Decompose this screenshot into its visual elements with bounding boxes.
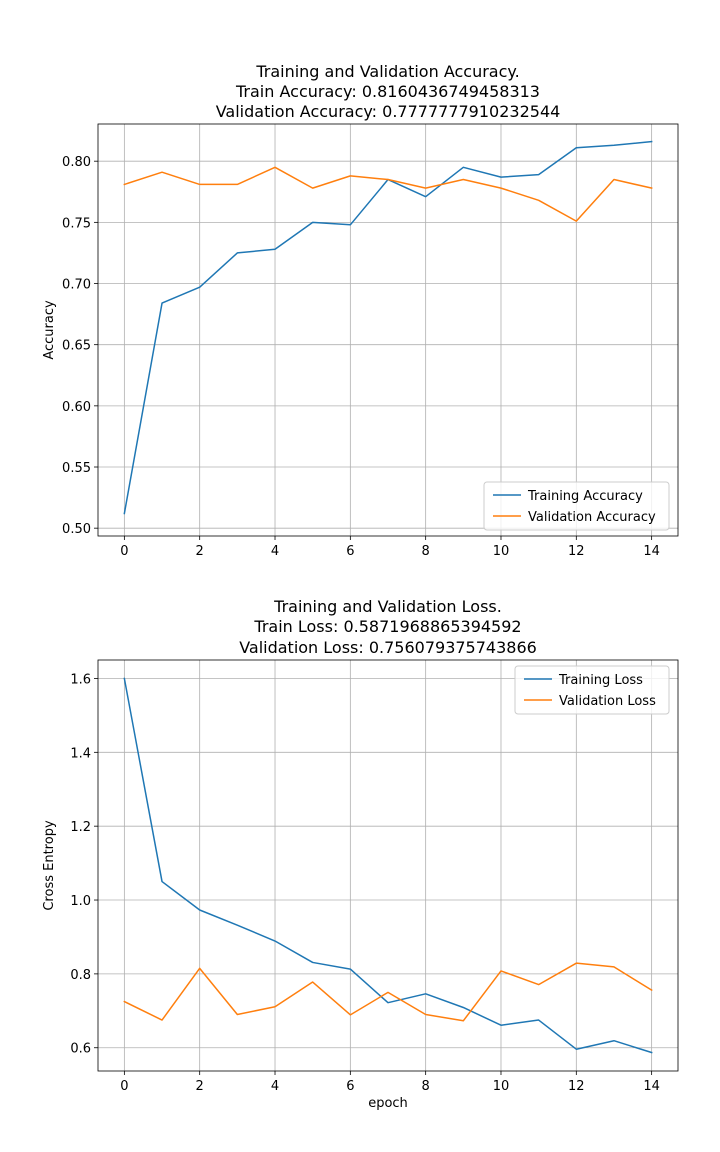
x-tick-label: 10 [493, 1079, 510, 1094]
x-tick-label: 2 [196, 544, 204, 559]
y-tick-label: 0.50 [62, 522, 91, 537]
y-tick-label: 1.2 [70, 820, 91, 835]
x-tick-label: 8 [422, 544, 430, 559]
x-tick-label: 14 [643, 544, 660, 559]
x-axis-label: epoch [368, 1096, 408, 1111]
y-tick-label: 0.65 [62, 339, 91, 354]
legend-box [514, 665, 670, 715]
chart-title-line: Validation Accuracy: 0.7777777910232544 [216, 102, 561, 121]
x-tick-label: 10 [493, 544, 510, 559]
legend: Training Accuracy Validation Accuracy [483, 481, 670, 531]
x-tick-label: 0 [120, 544, 128, 559]
loss-chart: 0 2 4 6 8 10 12 14 0.6 0.8 1.0 1.2 1.4 1.6 Cross Entro… [42, 597, 679, 1111]
x-tick-label: 4 [271, 1079, 279, 1094]
x-tick-label: 6 [346, 1079, 354, 1094]
chart-title-line: Training and Validation Loss. [273, 597, 502, 616]
y-tick-label: 0.70 [62, 278, 91, 293]
legend: Training Loss Validation Loss [514, 665, 670, 715]
legend-label: Training Loss [558, 673, 643, 688]
x-tick-label: 8 [422, 1079, 430, 1094]
y-axis-label: Cross Entropy [42, 820, 57, 911]
y-tick-label: 1.4 [70, 746, 91, 761]
y-tick-label: 0.8 [70, 968, 91, 983]
y-tick-label: 0.6 [70, 1042, 91, 1057]
legend-label: Validation Accuracy [528, 510, 656, 525]
y-tick-label: 0.80 [62, 155, 91, 170]
x-tick-label: 12 [568, 1079, 585, 1094]
x-tick-label: 4 [271, 544, 279, 559]
chart-title-line: Train Loss: 0.5871968865394592 [253, 617, 521, 636]
axes-frame [97, 123, 679, 537]
legend-label: Training Accuracy [527, 489, 643, 504]
axes-frame [97, 659, 679, 1072]
y-tick-label: 0.60 [62, 400, 91, 415]
x-tick-label: 14 [643, 1079, 660, 1094]
legend-label: Validation Loss [559, 694, 656, 709]
x-tick-label: 0 [120, 1079, 128, 1094]
y-tick-label: 1.0 [70, 894, 91, 909]
series-line-training [123, 677, 653, 1054]
x-tick-label: 2 [196, 1079, 204, 1094]
y-tick-label: 1.6 [70, 672, 91, 687]
series-line-validation [123, 962, 653, 1022]
chart-title-line: Train Accuracy: 0.8160436749458313 [235, 82, 540, 101]
chart-title-line: Validation Loss: 0.756079375743866 [239, 638, 537, 657]
x-tick-label: 12 [568, 544, 585, 559]
x-tick-label: 6 [346, 544, 354, 559]
y-tick-label: 0.55 [62, 461, 91, 476]
y-tick-label: 0.75 [62, 216, 91, 231]
y-axis-label: Accuracy [42, 300, 57, 360]
accuracy-chart: 0 2 4 6 8 10 12 14 0.50 0.55 0.60 0.65 0.70 0.75 0.80 A… [42, 62, 679, 559]
chart-title-line: Training and Validation Accuracy. [255, 62, 519, 81]
legend-box [483, 481, 670, 531]
series-line-validation [123, 166, 653, 222]
